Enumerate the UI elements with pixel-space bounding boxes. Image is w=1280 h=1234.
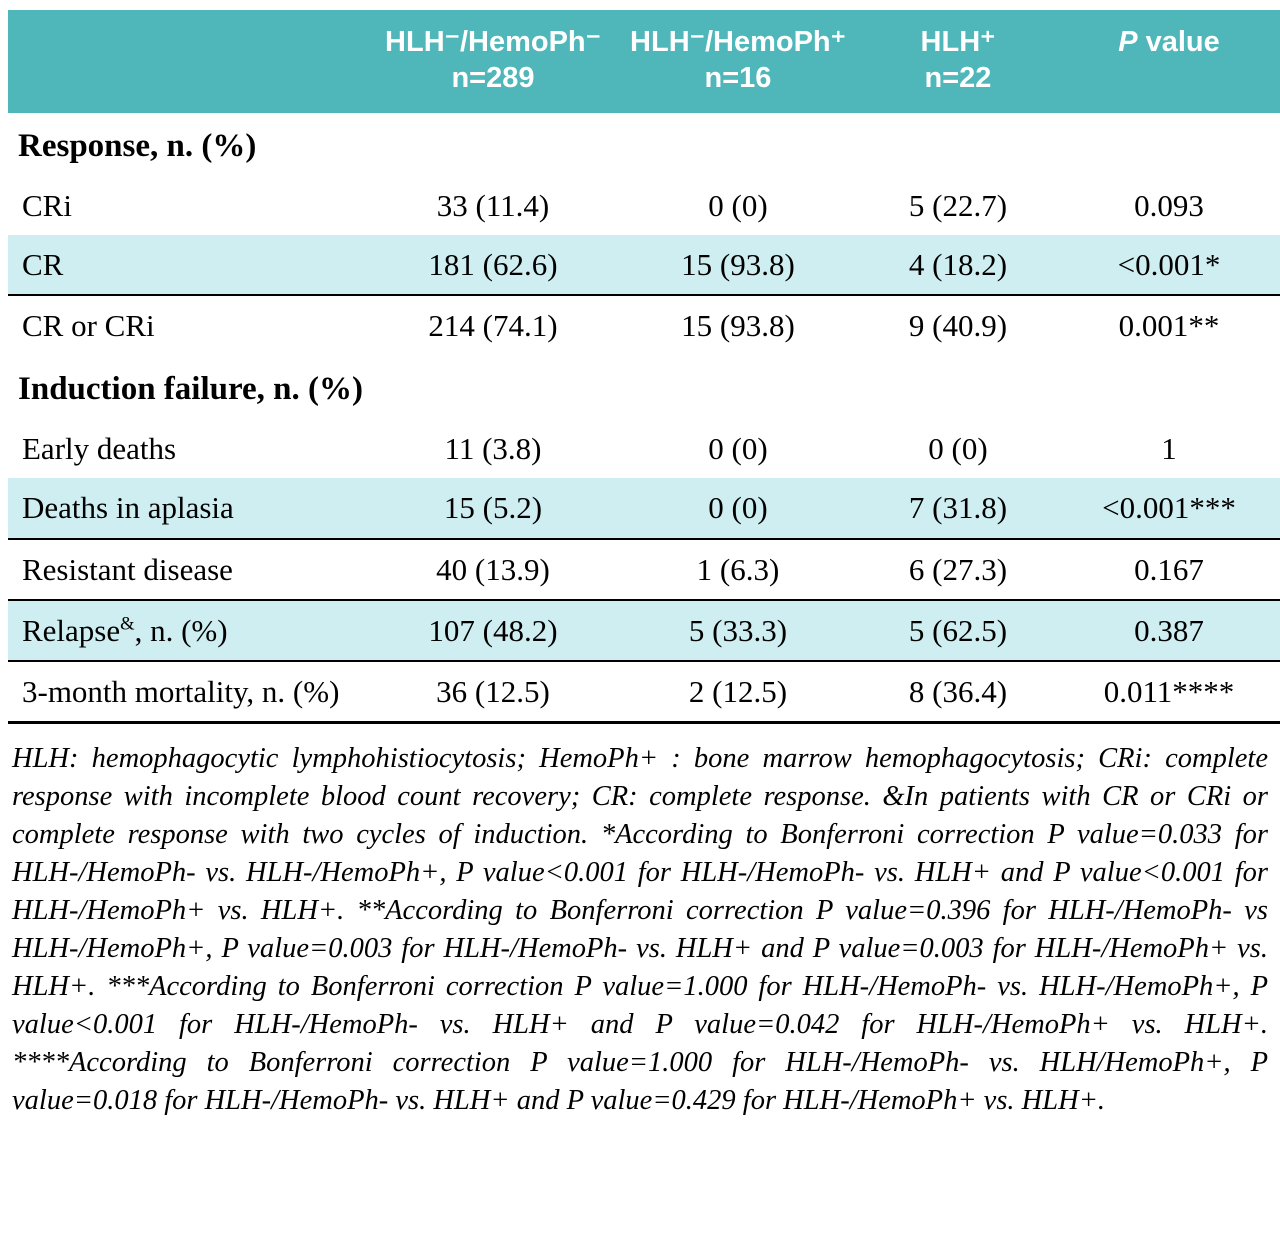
pvalue-p: P xyxy=(1118,26,1138,58)
cell-value: 15 (93.8) xyxy=(618,235,858,297)
header-group-label: HLH⁻/HemoPh⁺ xyxy=(630,26,846,58)
cell-label: 3-month mortality, n. (%) xyxy=(8,661,368,725)
cell-value: 7 (31.8) xyxy=(858,478,1058,540)
cell-value: 33 (11.4) xyxy=(436,188,550,224)
cell-value: 11 (3.8) xyxy=(444,431,542,467)
cell-value: 6 (27.3) xyxy=(858,538,1058,601)
cell-value: 4 (18.2) xyxy=(858,235,1058,297)
table-row-cr-or-cri: CR or CRi 214 (74.1) 15 (93.8) 9 (40.9) … xyxy=(8,295,1280,355)
header-group-n: n=289 xyxy=(451,62,535,95)
header-col-hlhpos: HLH⁺ n=22 xyxy=(858,10,1058,113)
table-figure: HLH⁻/HemoPh⁻ n=289 HLH⁻/HemoPh⁺ n=16 HLH… xyxy=(8,10,1280,1117)
cell-pvalue: <0.001*** xyxy=(1058,478,1280,540)
relapse-label-text: Relapse xyxy=(22,612,121,648)
cell-value: 1 (6.3) xyxy=(618,538,858,601)
cell-value: 5 (22.7) xyxy=(908,188,1008,224)
header-group-n: n=22 xyxy=(924,62,992,95)
cell-pvalue: 0.001** xyxy=(1118,308,1220,344)
header-col-pvalue: P value xyxy=(1058,10,1280,113)
relapse-label-suffix: , n. (%) xyxy=(134,612,228,648)
cell-label: Resistant disease xyxy=(8,538,368,601)
section-row-response: Response, n. (%) xyxy=(8,113,1280,177)
cell-value: 36 (12.5) xyxy=(368,661,618,725)
cell-value: 107 (48.2) xyxy=(368,599,618,663)
cell-pvalue: 1 xyxy=(1161,431,1177,467)
cell-value: 5 (33.3) xyxy=(618,599,858,663)
table-row-resistant-disease: Resistant disease 40 (13.9) 1 (6.3) 6 (2… xyxy=(8,538,1280,601)
table-row-early-deaths: Early deaths 11 (3.8) 0 (0) 0 (0) 1 xyxy=(8,419,1280,478)
header-col-hlhneg-hemophneg: HLH⁻/HemoPh⁻ n=289 xyxy=(368,10,618,113)
header-group-label: HLH⁻/HemoPh⁻ xyxy=(385,26,601,58)
cell-value: 5 (62.5) xyxy=(858,599,1058,663)
cell-value: 2 (12.5) xyxy=(618,661,858,725)
cell-value: 9 (40.9) xyxy=(908,308,1008,344)
outcomes-table: HLH⁻/HemoPh⁻ n=289 HLH⁻/HemoPh⁺ n=16 HLH… xyxy=(8,10,1280,725)
cell-pvalue: <0.001* xyxy=(1058,235,1280,297)
table-row-3-month-mortality: 3-month mortality, n. (%) 36 (12.5) 2 (1… xyxy=(8,661,1280,725)
cell-value: 181 (62.6) xyxy=(368,235,618,297)
cell-value: 15 (93.8) xyxy=(681,308,795,344)
section-row-induction-failure: Induction failure, n. (%) xyxy=(8,356,1280,420)
table-row-cr: CR 181 (62.6) 15 (93.8) 4 (18.2) <0.001* xyxy=(8,235,1280,297)
header-group-label: HLH⁺ xyxy=(920,26,996,58)
section-label: Induction failure, n. (%) xyxy=(18,370,364,407)
cell-label: Early deaths xyxy=(22,431,177,467)
cell-value: 0 (0) xyxy=(708,188,768,224)
table-row-relapse: Relapse&, n. (%) 107 (48.2) 5 (33.3) 5 (… xyxy=(8,599,1280,663)
cell-pvalue: 0.093 xyxy=(1134,188,1204,224)
cell-label: Relapse&, n. (%) xyxy=(8,599,368,663)
cell-label: Deaths in aplasia xyxy=(8,478,368,540)
cell-value: 40 (13.9) xyxy=(368,538,618,601)
cell-label: CRi xyxy=(22,188,72,224)
cell-value: 15 (5.2) xyxy=(368,478,618,540)
cell-value: 214 (74.1) xyxy=(428,308,558,344)
header-empty-cell xyxy=(8,10,368,113)
cell-value: 8 (36.4) xyxy=(858,661,1058,725)
cell-label: CR xyxy=(8,235,368,297)
table-row-cri: CRi 33 (11.4) 0 (0) 5 (22.7) 0.093 xyxy=(8,176,1280,235)
section-label: Response, n. (%) xyxy=(18,127,257,164)
cell-value: 0 (0) xyxy=(928,431,988,467)
footnote-marker: & xyxy=(120,613,135,635)
table-footnote: HLH: hemophagocytic lymphohistiocytosis;… xyxy=(12,743,1268,1117)
cell-pvalue: 0.011**** xyxy=(1058,661,1280,725)
pvalue-rest: value xyxy=(1137,26,1220,58)
header-group-n: n=16 xyxy=(704,62,772,95)
cell-value: 0 (0) xyxy=(618,478,858,540)
table-row-deaths-in-aplasia: Deaths in aplasia 15 (5.2) 0 (0) 7 (31.8… xyxy=(8,478,1280,540)
cell-value: 0 (0) xyxy=(708,431,768,467)
cell-label: CR or CRi xyxy=(22,308,155,344)
header-col-hlhneg-hemophpos: HLH⁻/HemoPh⁺ n=16 xyxy=(618,10,858,113)
header-row: HLH⁻/HemoPh⁻ n=289 HLH⁻/HemoPh⁺ n=16 HLH… xyxy=(8,10,1280,113)
cell-pvalue: 0.387 xyxy=(1058,599,1280,663)
cell-pvalue: 0.167 xyxy=(1058,538,1280,601)
